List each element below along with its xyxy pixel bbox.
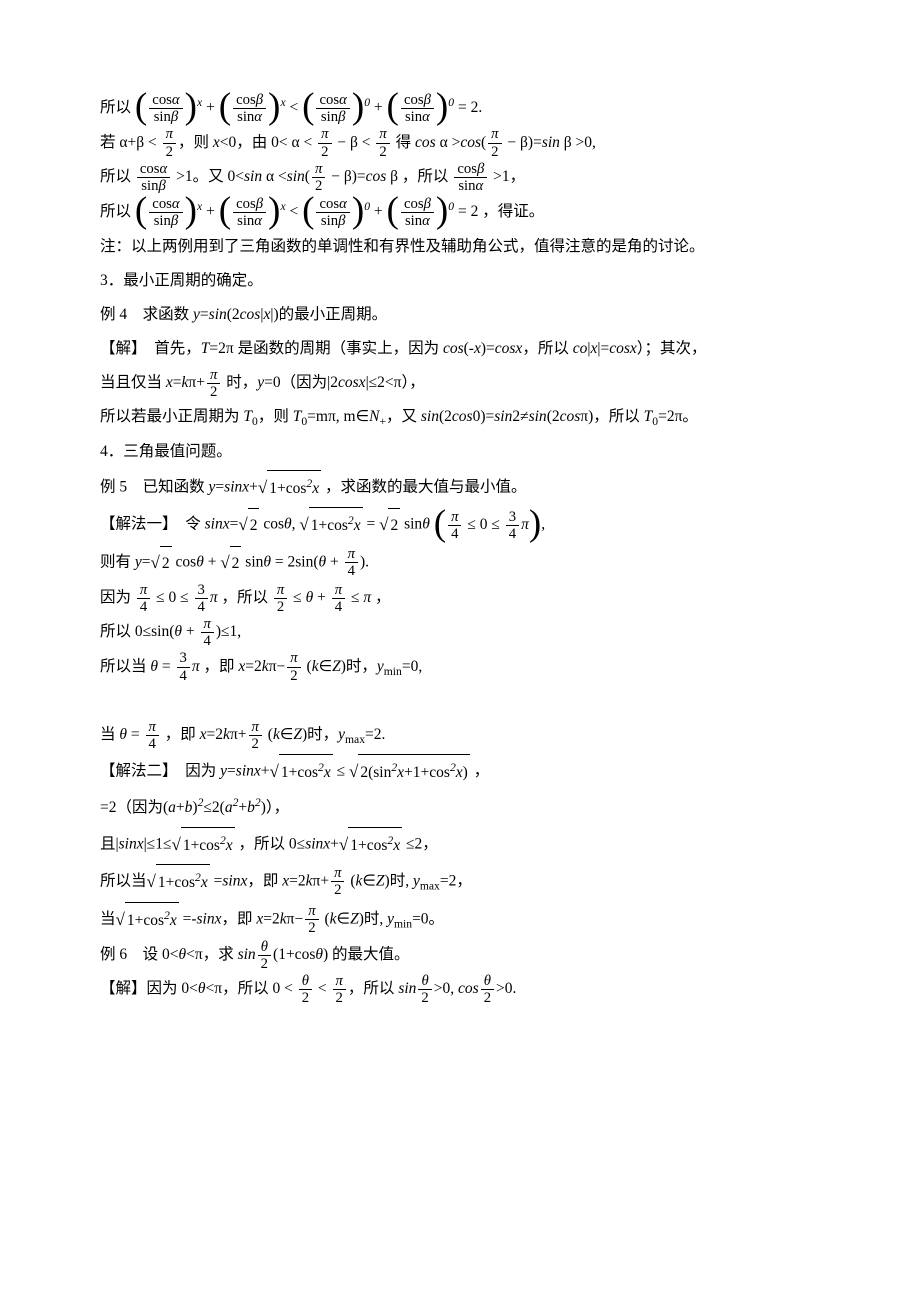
line-14: 则有 y=√2 cosθ + √2 sinθ = 2sin(θ + π4). — [100, 544, 820, 582]
term-3: (cosαsinβ) — [302, 92, 364, 126]
line-2: 若 α+β < π2，则 x<0，由 0< α < π2 − β < π2 得 … — [100, 126, 820, 160]
line-25: 【解】因为 0<θ<π，所以 0 < θ2 < π2，所以 sinθ2>0, c… — [100, 972, 820, 1006]
line-8: 【解】 首先，T=2π 是函数的周期（事实上，因为 cos(-x)=cosx，所… — [100, 332, 820, 366]
line-18: 当 θ = π4 ，即 x=2kπ+π2 (k∈Z)时，ymax=2. — [100, 718, 820, 753]
line-22: 所以当√1+cos2x =sinx，即 x=2kπ+π2 (k∈Z)时, yma… — [100, 863, 820, 901]
line-24: 例 6 设 0<θ<π，求 sinθ2(1+cosθ) 的最大值。 — [100, 938, 820, 972]
line-17: 所以当 θ = 34π ，即 x=2kπ−π2 (k∈Z)时，ymin=0, — [100, 650, 820, 685]
line-9: 当且仅当 x=kπ+π2 时，y=0（因为|2cosx|≤2<π）， — [100, 366, 820, 400]
text: 所以 — [100, 99, 131, 116]
line-11: 4．三角最值问题。 — [100, 435, 820, 469]
line-15: 因为 π4 ≤ 0 ≤ 34π ，所以 π2 ≤ θ + π4 ≤ π ， — [100, 581, 820, 615]
line-20: =2（因为(a+b)2≤2(a2+b2)）， — [100, 790, 820, 825]
term-4: (cosβsinα) — [387, 92, 449, 126]
line-4: 所以 (cosαsinβ)x + (cosβsinα)x < (cosαsinβ… — [100, 194, 820, 230]
line-21: 且|sinx|≤1≤√1+cos2x ，所以 0≤sinx+√1+cos2x ≤… — [100, 826, 820, 864]
line-23: 当√1+cos2x =-sinx，即 x=2kπ−π2 (k∈Z)时, ymin… — [100, 901, 820, 939]
line-1: 所以 (cosαsinβ)x + (cosβsinα)x < (cosαsinβ… — [100, 90, 820, 126]
line-7: 例 4 求函数 y=sin(2cos|x|)的最小正周期。 — [100, 298, 820, 332]
line-19: 【解法二】 因为 y=sinx+√1+cos2x ≤ √2(sin2x+1+co… — [100, 753, 820, 791]
term-2: (cosβsinα) — [219, 92, 281, 126]
line-12: 例 5 已知函数 y=sinx+√1+cos2x ，求函数的最大值与最小值。 — [100, 469, 820, 507]
line-10: 所以若最小正周期为 T0，则 T0=mπ, m∈N+，又 sin(2cos0)=… — [100, 400, 820, 435]
line-13: 【解法一】 令 sinx=√2 cosθ, √1+cos2x = √2 sinθ… — [100, 506, 820, 544]
line-5: 注：以上两例用到了三角函数的单调性和有界性及辅助角公式，值得注意的是角的讨论。 — [100, 230, 820, 264]
line-16: 所以 0≤sin(θ + π4)≤1, — [100, 615, 820, 649]
term-1: (cosαsinβ) — [135, 92, 197, 126]
line-6: 3．最小正周期的确定。 — [100, 264, 820, 298]
line-3: 所以 cosαsinβ >1。又 0<sin α <sin(π2 − β)=co… — [100, 160, 820, 194]
text: 所以 — [100, 203, 131, 220]
